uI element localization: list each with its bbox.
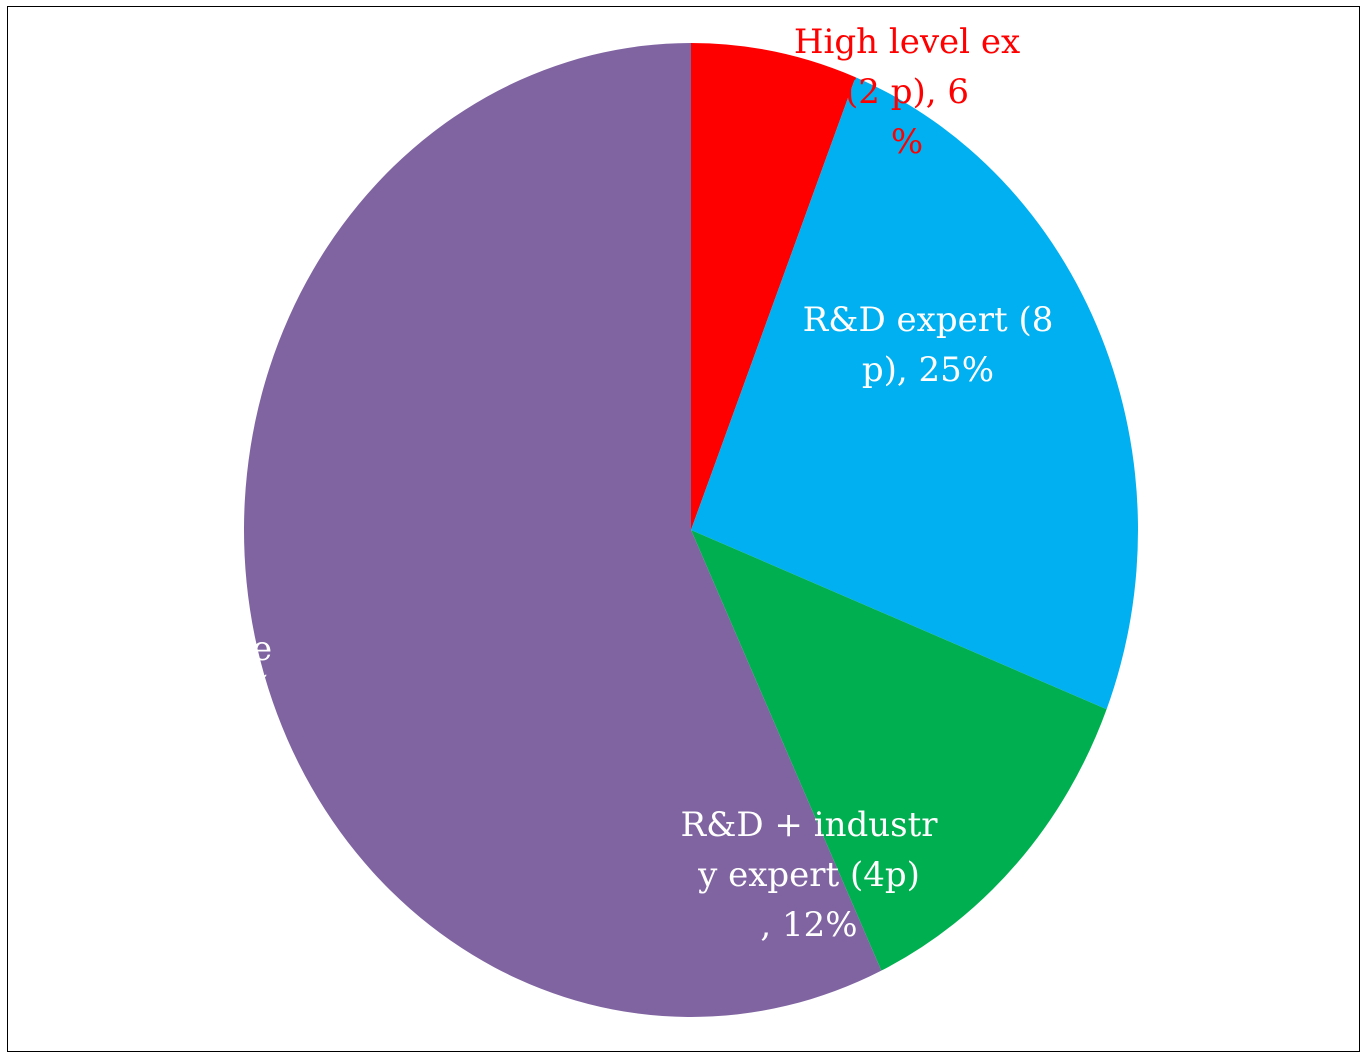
pie-slice-high-level-ex bbox=[691, 43, 856, 530]
pie-label-line: ( bbox=[255, 669, 268, 709]
pie-slice-r-d-expert bbox=[691, 77, 1139, 710]
pie-slice-other bbox=[243, 42, 882, 1018]
pie-label-high-level-ex: High level ex (2 p), 6% bbox=[794, 22, 1020, 162]
pie-label-line: % bbox=[891, 122, 923, 162]
pie-label-line: y expert (4p) bbox=[697, 855, 920, 895]
pie-label-r-d-expert: R&D expert (8 p), 25% bbox=[803, 300, 1054, 390]
pie-label-line: R&D expert (8 bbox=[803, 300, 1054, 340]
pie-label-line: High level ex bbox=[794, 22, 1020, 62]
pie-label-line: e bbox=[252, 629, 272, 669]
pie-label-line: , 12% bbox=[760, 905, 857, 945]
pie-label-other: e( bbox=[252, 629, 272, 709]
pie-slice-r-d-industry-expert bbox=[691, 530, 1107, 971]
pie-label-line: R&D + industr bbox=[680, 805, 938, 845]
pie-label-line: (2 p), 6 bbox=[845, 72, 969, 112]
pie-labels: High level ex (2 p), 6 % R&D expert (8 p), 2… bbox=[252, 22, 1053, 945]
pie-label-line: p), 25% bbox=[862, 350, 994, 390]
pie-slices bbox=[243, 42, 1139, 1018]
pie-label-r-d-industry-expert: R&D + industr y expert (4p) , 12% bbox=[680, 805, 938, 945]
